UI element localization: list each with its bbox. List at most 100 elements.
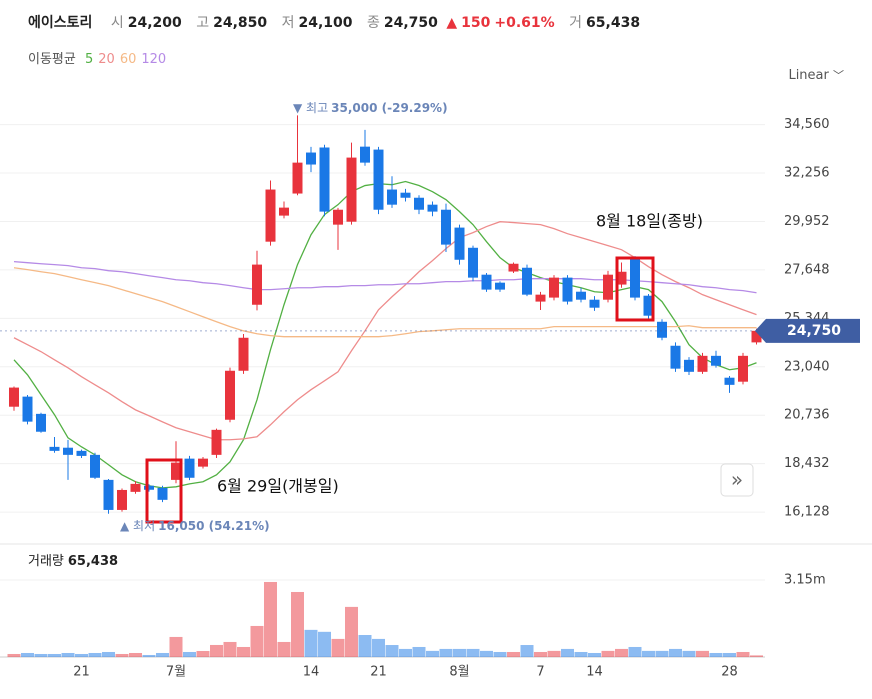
volume-bar bbox=[7, 653, 21, 657]
candle-body bbox=[576, 291, 586, 300]
next-button[interactable]: » bbox=[720, 463, 754, 497]
volume-bar bbox=[628, 646, 642, 657]
legend-entry: 20 bbox=[98, 52, 115, 67]
volume-bar bbox=[102, 651, 115, 657]
candle-body bbox=[103, 479, 114, 510]
annotation: 8월 18일(종방) bbox=[596, 212, 703, 231]
volume-bar bbox=[277, 641, 291, 657]
x-tick-label: 14 bbox=[586, 665, 603, 680]
y-tick-label: 29,952 bbox=[784, 214, 830, 229]
low-marker-label: 최저 bbox=[133, 519, 155, 533]
candle-body bbox=[738, 355, 748, 382]
highlight-box bbox=[145, 458, 183, 524]
volume-bar bbox=[534, 651, 547, 657]
volume-bar bbox=[34, 653, 48, 657]
volume-bar bbox=[493, 651, 507, 657]
volume-bar bbox=[291, 591, 304, 657]
price-tag-label: 24,750 bbox=[787, 323, 841, 339]
low-label: 저 bbox=[281, 15, 295, 31]
candle-body bbox=[670, 345, 681, 369]
scale-label[interactable]: Linear bbox=[788, 68, 829, 83]
candle-body bbox=[373, 149, 384, 210]
volume-bar bbox=[169, 636, 183, 657]
candle-body bbox=[522, 267, 532, 295]
volume-bar bbox=[358, 635, 372, 657]
candle-body bbox=[724, 377, 735, 385]
candle-body bbox=[751, 330, 762, 343]
candle-body bbox=[508, 263, 519, 272]
candle-body bbox=[616, 271, 627, 285]
y-tick-label: 32,256 bbox=[784, 166, 830, 181]
candle-body bbox=[441, 209, 451, 245]
candle-body bbox=[49, 446, 60, 451]
volume-bar bbox=[426, 650, 439, 657]
x-tick-label: 28 bbox=[721, 665, 738, 680]
ma-line bbox=[13, 221, 757, 441]
candle-body bbox=[225, 370, 235, 420]
next-button-icon[interactable]: » bbox=[731, 468, 743, 492]
ma-line bbox=[13, 180, 757, 489]
change-pct: +0.61% bbox=[494, 15, 555, 31]
grid-layer bbox=[0, 124, 872, 658]
volume-bar bbox=[129, 652, 142, 657]
candle-body bbox=[643, 295, 654, 316]
candle-body bbox=[697, 355, 708, 372]
volume-bar bbox=[331, 638, 345, 657]
candle-body bbox=[630, 257, 640, 298]
candle-body bbox=[238, 337, 249, 371]
candle-body bbox=[279, 207, 289, 216]
candle-body bbox=[495, 282, 505, 290]
next-button-box[interactable] bbox=[720, 463, 754, 497]
volume-bar bbox=[588, 652, 601, 657]
candle-body bbox=[400, 192, 411, 198]
volume-bar bbox=[318, 631, 331, 657]
candle-body bbox=[414, 197, 424, 210]
open-label: 시 bbox=[110, 15, 124, 31]
volume-bar bbox=[264, 581, 277, 657]
volume-bar bbox=[142, 654, 156, 657]
candle-body bbox=[481, 274, 492, 290]
y-tick-label: 3.15m bbox=[784, 573, 826, 588]
volume-bar bbox=[561, 648, 574, 657]
volume-bar bbox=[345, 606, 358, 657]
volume-bar bbox=[115, 653, 129, 657]
scale-toggle[interactable]: Linear ﹀ bbox=[788, 68, 844, 83]
candle-body bbox=[9, 387, 19, 407]
ma-legend: 이동평균 5 20 60 120 bbox=[28, 48, 171, 67]
candle-body bbox=[346, 157, 357, 222]
volume-bar bbox=[196, 650, 210, 657]
candle-body bbox=[468, 247, 478, 278]
volume-bar bbox=[480, 650, 493, 657]
x-tick-label: 7 bbox=[536, 665, 544, 680]
candle-body bbox=[319, 147, 330, 212]
volume-bar bbox=[574, 651, 588, 657]
candle-layer bbox=[9, 115, 762, 514]
candle-body bbox=[117, 489, 127, 510]
volume-bar bbox=[237, 646, 250, 657]
candle-body bbox=[36, 413, 46, 432]
volume-bar bbox=[412, 646, 426, 657]
vol-layer bbox=[7, 581, 763, 657]
volume-bar bbox=[615, 648, 628, 657]
volume-bar bbox=[453, 648, 466, 657]
candle-body bbox=[198, 458, 208, 467]
volume-bar bbox=[88, 652, 102, 657]
volume-bar bbox=[439, 648, 453, 657]
y-tick-label: 18,432 bbox=[784, 456, 830, 471]
change: 150 bbox=[461, 15, 491, 31]
volume-bar bbox=[372, 638, 385, 657]
candle-body bbox=[184, 458, 195, 478]
candle-body bbox=[157, 487, 168, 500]
candle-body bbox=[711, 355, 721, 366]
legend-entry: 60 bbox=[119, 52, 137, 67]
volume-bar bbox=[385, 645, 399, 657]
volume-bar bbox=[61, 652, 75, 657]
low-marker-value: 16,050 (54.21%) bbox=[158, 519, 269, 533]
highlight-box bbox=[615, 256, 655, 322]
candle-body bbox=[22, 396, 33, 422]
volume-bar bbox=[696, 650, 709, 657]
high-label: 고 bbox=[196, 15, 210, 31]
y-tick-label: 27,648 bbox=[784, 262, 830, 277]
x-tick-label: 14 bbox=[303, 665, 320, 680]
volume-bar bbox=[682, 650, 696, 657]
